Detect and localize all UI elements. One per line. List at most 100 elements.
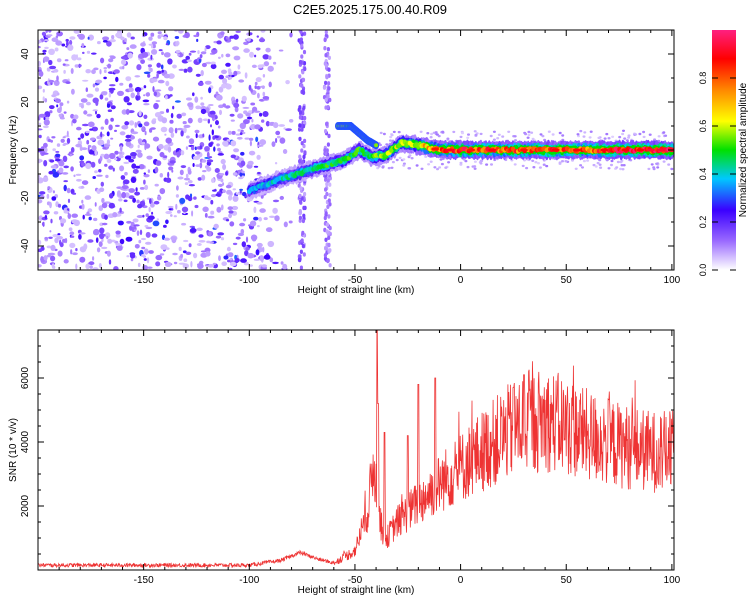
noise-speckle (49, 110, 53, 114)
noise-speckle (381, 166, 385, 169)
noise-speckle (298, 209, 302, 214)
noise-speckle (382, 132, 386, 136)
noise-speckle (324, 53, 328, 58)
noise-speckle (233, 34, 239, 40)
noise-speckle (124, 38, 127, 43)
noise-speckle (43, 142, 48, 148)
noise-speckle (154, 166, 159, 173)
noise-speckle (97, 139, 105, 146)
noise-speckle (173, 215, 177, 218)
noise-speckle (42, 176, 49, 182)
noise-speckle (299, 265, 303, 270)
noise-speckle (91, 69, 96, 75)
noise-speckle (121, 125, 129, 130)
noise-speckle (144, 225, 149, 228)
noise-speckle (513, 163, 517, 166)
noise-speckle (210, 194, 217, 198)
colorbar-tick-label: 0.2 (698, 216, 708, 229)
noise-speckle (227, 252, 234, 258)
noise-speckle (326, 258, 330, 264)
noise-speckle (385, 143, 389, 146)
noise-speckle (160, 126, 168, 133)
noise-speckle (232, 242, 238, 246)
noise-speckle (187, 66, 193, 73)
noise-speckle (243, 261, 249, 266)
noise-speckle (326, 204, 330, 209)
y-tick-label: 6000 (20, 366, 31, 389)
noise-speckle (154, 183, 159, 187)
noise-speckle (298, 193, 302, 199)
noise-speckle (70, 235, 75, 238)
noise-speckle (193, 196, 197, 200)
noise-speckle (328, 192, 332, 198)
noise-speckle (49, 159, 55, 163)
noise-speckle (140, 42, 146, 47)
noise-speckle (208, 87, 212, 94)
noise-speckle (525, 166, 529, 170)
noise-speckle (430, 132, 434, 136)
noise-speckle (208, 156, 213, 159)
noise-speckle (47, 252, 55, 256)
noise-speckle (66, 130, 69, 137)
noise-speckle (48, 236, 53, 239)
noise-speckle (215, 193, 221, 197)
noise-speckle (62, 63, 66, 66)
noise-speckle (217, 125, 221, 129)
noise-speckle (325, 222, 330, 227)
noise-speckle (115, 32, 123, 38)
noise-speckle (85, 69, 91, 74)
noise-speckle (299, 186, 303, 191)
colorbar-gradient (712, 30, 736, 270)
ridge-peak (646, 148, 655, 152)
noise-speckle (55, 35, 59, 39)
noise-speckle (76, 126, 82, 131)
noise-speckle (123, 96, 130, 103)
noise-speckle (282, 263, 288, 270)
noise-speckle (523, 159, 526, 162)
noise-speckle (57, 92, 60, 96)
noise-speckle (150, 202, 155, 208)
noise-speckle (38, 69, 42, 72)
noise-speckle (65, 81, 71, 84)
noise-speckle (86, 93, 94, 98)
noise-speckle (167, 146, 172, 153)
noise-speckle (208, 142, 213, 147)
noise-speckle (58, 167, 64, 173)
noise-speckle (514, 139, 517, 142)
noise-speckle (102, 40, 108, 43)
noise-speckle (144, 248, 149, 255)
noise-speckle (175, 49, 181, 54)
noise-speckle (63, 184, 67, 192)
noise-speckle (129, 135, 135, 140)
noise-speckle (88, 216, 92, 221)
noise-speckle (130, 152, 137, 157)
noise-speckle (96, 113, 101, 119)
noise-speckle (541, 134, 545, 138)
noise-speckle (94, 149, 98, 156)
noise-speckle (302, 143, 306, 149)
noise-speckle (298, 159, 302, 164)
noise-speckle (228, 76, 232, 80)
noise-speckle (507, 130, 511, 133)
noise-speckle (119, 131, 126, 136)
noise-speckle (160, 64, 164, 70)
noise-speckle (322, 85, 327, 90)
noise-speckle (212, 135, 216, 140)
noise-speckle (108, 165, 114, 170)
noise-speckle (134, 75, 141, 78)
colorbar-tick-label: 0.6 (698, 120, 708, 133)
noise-speckle (170, 132, 175, 138)
noise-speckle (298, 154, 302, 159)
noise-speckle (218, 86, 224, 93)
x-tick-label: -50 (348, 575, 363, 586)
noise-speckle (143, 172, 146, 175)
noise-speckle (228, 213, 233, 219)
noise-speckle (38, 116, 41, 121)
noise-speckle (642, 130, 646, 134)
noise-speckle (189, 50, 197, 53)
noise-speckle (130, 258, 134, 262)
noise-speckle (115, 76, 119, 83)
noise-speckle (70, 113, 75, 119)
noise-speckle (100, 153, 105, 157)
noise-speckle (174, 100, 181, 103)
